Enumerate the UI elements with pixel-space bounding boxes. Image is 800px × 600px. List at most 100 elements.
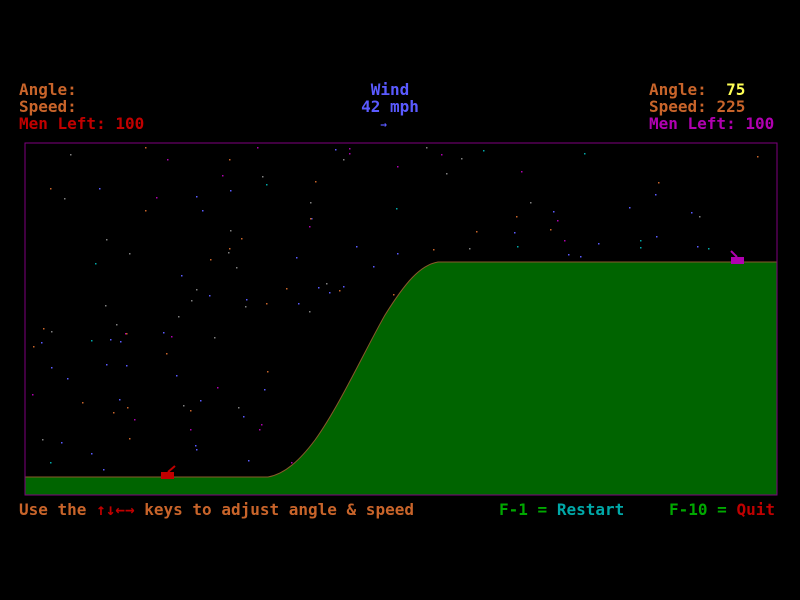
star [51, 367, 53, 369]
star [67, 378, 69, 380]
star [397, 253, 399, 255]
star [339, 290, 341, 292]
star [461, 158, 463, 160]
star [315, 181, 317, 183]
star [127, 407, 129, 409]
star [32, 394, 34, 396]
star [176, 375, 178, 377]
star [349, 153, 351, 155]
star [50, 462, 52, 464]
star [441, 154, 443, 156]
star [181, 275, 183, 277]
star [91, 453, 93, 455]
star [318, 287, 320, 289]
star [42, 439, 44, 441]
men-left-value: 100 [745, 114, 775, 133]
star [238, 407, 240, 409]
star [584, 153, 586, 155]
right-men-left: Men Left: 100 [649, 115, 774, 132]
star [61, 442, 63, 444]
men-left-value: 100 [115, 114, 145, 133]
angle-value: 75 [726, 80, 746, 99]
instructions-prefix: Use the [19, 500, 87, 519]
star [699, 216, 701, 218]
left-tank [161, 465, 176, 479]
star [580, 256, 582, 258]
men-left-label: Men Left: [19, 114, 106, 133]
star [248, 460, 250, 462]
star [266, 184, 268, 186]
terrain [24, 261, 778, 496]
star [757, 156, 759, 158]
star [241, 238, 243, 240]
star [119, 399, 121, 401]
star [190, 410, 192, 412]
star [33, 346, 35, 348]
instructions: Use the ↑↓←→ keys to adjust angle & spee… [19, 501, 414, 518]
star [309, 226, 311, 228]
star [43, 328, 45, 330]
instructions-suffix: keys to adjust angle & speed [144, 500, 414, 519]
star [171, 336, 173, 338]
star [640, 247, 642, 249]
restart-key: F-1 = [499, 500, 548, 519]
star [550, 229, 552, 231]
wind-label: Wind [370, 80, 410, 99]
star [214, 337, 216, 339]
star [230, 230, 232, 232]
star [629, 207, 631, 209]
star [433, 249, 435, 251]
star [183, 405, 185, 407]
star [195, 445, 197, 447]
star [396, 208, 398, 210]
star [257, 147, 259, 149]
star [51, 331, 53, 333]
star [514, 232, 516, 234]
star [329, 292, 331, 294]
star [356, 246, 358, 248]
star [202, 210, 204, 212]
star [190, 429, 192, 431]
quit-hint[interactable]: F-10 = Quit [669, 501, 775, 518]
speed-label: Speed: [649, 97, 707, 116]
star [708, 248, 710, 250]
star [41, 342, 43, 344]
restart-hint[interactable]: F-1 = Restart [499, 501, 624, 518]
star [259, 429, 261, 431]
star [598, 243, 600, 245]
star [178, 316, 180, 318]
star [156, 197, 158, 199]
star [476, 231, 478, 233]
star [530, 202, 532, 204]
star [640, 240, 642, 242]
star [229, 159, 231, 161]
star [266, 303, 268, 305]
star [568, 254, 570, 256]
star [236, 267, 238, 269]
star [291, 462, 293, 464]
restart-label: Restart [556, 500, 625, 519]
left-angle-label: Angle: [19, 80, 77, 99]
star [267, 371, 269, 373]
star [145, 210, 147, 212]
star [343, 286, 345, 288]
star [145, 147, 147, 149]
star [343, 159, 345, 161]
wind-direction: → [380, 118, 387, 131]
star [209, 295, 211, 297]
star [691, 212, 693, 214]
right-speed: Speed: 225 [649, 98, 745, 115]
star [658, 182, 660, 184]
star [349, 148, 351, 150]
star [167, 159, 169, 161]
star [196, 289, 198, 291]
star [116, 324, 118, 326]
star [106, 364, 108, 366]
star [286, 288, 288, 290]
star [103, 469, 105, 471]
star [446, 173, 448, 175]
star [397, 166, 399, 168]
star [298, 303, 300, 305]
star [82, 402, 84, 404]
star [210, 259, 212, 261]
